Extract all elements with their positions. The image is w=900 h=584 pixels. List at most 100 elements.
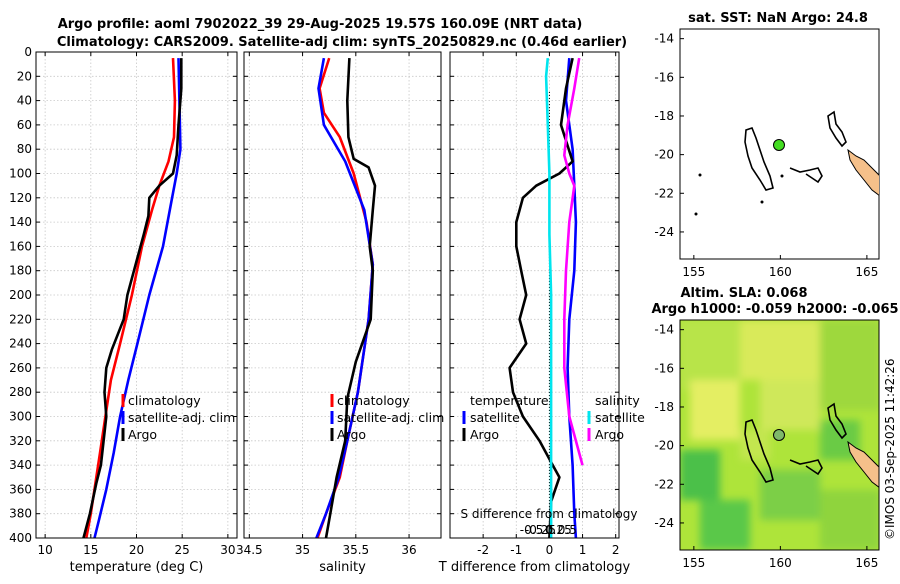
y-tick-label: 100 (9, 167, 32, 181)
salinity-panel: 34.5 35 35.5 36 salinity (236, 51, 442, 575)
y-tick-label: 320 (9, 434, 32, 448)
y-tick-label: 60 (17, 118, 32, 132)
sst-coastlines (694, 110, 879, 216)
map-y-tick-label: -24 (654, 516, 674, 530)
map-y-tick-label: -20 (654, 148, 674, 162)
y-tick-label: 200 (9, 288, 32, 302)
x-tick-label: 20 (129, 543, 144, 557)
map-x-tick-label: 165 (855, 265, 878, 279)
x-tick-label: 36 (401, 543, 416, 557)
map-y-tick-label: -22 (654, 477, 674, 491)
map-y-tick-label: -14 (654, 32, 674, 46)
sst-map: sat. SST: NaN Argo: 24.8 155 160 165 -14 -16… (654, 11, 880, 279)
series-line-climatology (85, 58, 177, 539)
sla-map-title-line2: Argo h1000: -0.059 h2000: -0.065 (651, 302, 898, 317)
legend-label-s-satellite: satellite (595, 410, 645, 425)
map-y-tick-label: -20 (654, 439, 674, 453)
y-tick-label: 220 (9, 312, 32, 326)
y-tick-label: 20 (17, 69, 32, 83)
y-tick-label: 40 (17, 94, 32, 108)
difference-legend: temperature satellite Argo salinity sate… (462, 393, 645, 442)
temperature-panel: 10 15 20 25 30 temperature (deg C) 0 20 40 60 80 10… (9, 45, 238, 575)
vanuatu-coast (789, 167, 823, 184)
land-patch (847, 148, 879, 196)
legend-label-satellite: satellite-adj. clim (337, 410, 444, 425)
x-axis-label: salinity (319, 560, 366, 575)
salinity-legend: climatology satellite-adj. clim Argo (330, 393, 444, 442)
x-tick-label: -2 (477, 543, 489, 557)
legend-label-t-argo: Argo (470, 427, 499, 442)
x-axis-label: temperature (deg C) (70, 560, 204, 575)
difference-panel: -2 -1 0 1 2 T difference from climatology (438, 51, 631, 575)
x-tick-label: 35.5 (342, 543, 369, 557)
map-y-tick-label: -22 (654, 186, 674, 200)
x-tick-label: 34.5 (236, 543, 263, 557)
map-x-tick-label: 160 (769, 556, 792, 570)
series-line-satellite-adj-clim (93, 58, 182, 539)
series-line-t-satellite (564, 57, 578, 539)
x-tick-label: 0 (546, 543, 554, 557)
y-tick-label: 400 (9, 531, 32, 545)
sla-map: Altim. SLA: 0.068 Argo h1000: -0.059 h20… (651, 286, 898, 570)
map-x-tick-label: 160 (769, 265, 792, 279)
sla-map-ticks: 155 160 165 -14 -16 -18 -20 -22 -24 (654, 323, 878, 570)
x-axis-label: T difference from climatology (438, 560, 631, 575)
x-tick-label: 10 (37, 543, 52, 557)
legend-label-s-argo: Argo (595, 427, 624, 442)
figure-title-line1: Argo profile: aoml 7902022_39 29-Aug-202… (58, 17, 583, 32)
y-tick-label: 80 (17, 142, 32, 156)
map-y-tick-label: -18 (654, 109, 674, 123)
temperature-legend: climatology satellite-adj. clim Argo (121, 393, 235, 442)
x-tick-label: 2 (612, 543, 620, 557)
sla-map-frame (679, 319, 880, 551)
legend-label-argo: Argo (128, 427, 157, 442)
map-y-tick-label: -16 (654, 361, 674, 375)
legend-label-argo: Argo (337, 427, 366, 442)
y-tick-label: 160 (9, 239, 32, 253)
y-tick-label: 380 (9, 507, 32, 521)
island-coast (827, 110, 847, 148)
y-tick-label: 360 (9, 482, 32, 496)
series-line-argo (324, 58, 377, 539)
map-y-tick-label: -16 (654, 70, 674, 84)
argo-location-marker (773, 139, 785, 151)
map-y-tick-label: -14 (654, 323, 674, 337)
x-tick-label: 35 (295, 543, 310, 557)
y-tick-label: 260 (9, 361, 32, 375)
figure-title-line2: Climatology: CARS2009. Satellite-adj cli… (57, 35, 627, 50)
y-tick-label: 180 (9, 264, 32, 278)
imos-timestamp: ©IMOS 03-Sep-2025 11:42:26 (883, 358, 897, 540)
y-tick-label: 140 (9, 215, 32, 229)
map-x-tick-label: 155 (682, 556, 705, 570)
x-tick-label: 30 (220, 543, 235, 557)
legend-title-salinity: salinity (595, 393, 640, 408)
sla-map-title-line1: Altim. SLA: 0.068 (681, 286, 808, 301)
x-tick-label: 15 (83, 543, 98, 557)
s-difference-tick-label: 0 (546, 523, 554, 537)
series-line-s-argo (563, 57, 584, 466)
new-caledonia-coast (744, 127, 774, 191)
s-difference-tick-label: 0.25 (545, 523, 572, 537)
y-tick-label: 280 (9, 385, 32, 399)
legend-label-satellite: satellite-adj. clim (128, 410, 235, 425)
s-difference-tick-label: 0.5 (558, 523, 577, 537)
legend-label-climatology: climatology (128, 393, 201, 408)
sst-map-title: sat. SST: NaN Argo: 24.8 (688, 11, 868, 26)
y-tick-label: 340 (9, 458, 32, 472)
map-x-tick-label: 165 (855, 556, 878, 570)
y-tick-label: 300 (9, 410, 32, 424)
series-line-argo (82, 58, 183, 539)
legend-label-climatology: climatology (337, 393, 410, 408)
argo-location-marker (773, 429, 785, 441)
y-tick-label: 240 (9, 337, 32, 351)
legend-title-temperature: temperature (470, 393, 549, 408)
y-tick-label: 0 (24, 45, 32, 59)
x-tick-label: 1 (579, 543, 587, 557)
sst-map-ticks: 155 160 165 -14 -16 -18 -20 -22 -24 (654, 32, 878, 279)
map-x-tick-label: 155 (682, 265, 705, 279)
x-tick-label: -1 (510, 543, 522, 557)
s-difference-tick-label: -0.25 (525, 523, 556, 537)
sla-field (680, 320, 879, 550)
